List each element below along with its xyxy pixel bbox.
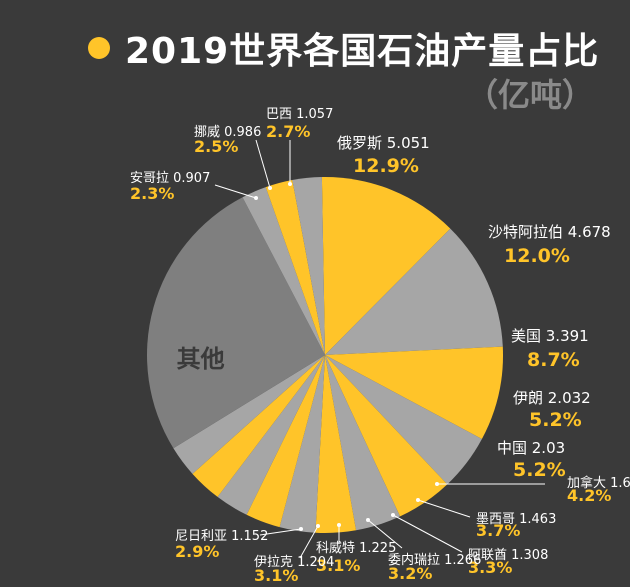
slice-pct-加拿大: 4.2% bbox=[567, 486, 611, 505]
pie-slice-墨西哥 bbox=[315, 355, 357, 533]
leader-line-尼日利亚 bbox=[259, 528, 302, 536]
slice-label-伊拉克: 伊拉克 1.204 bbox=[254, 555, 334, 570]
leader-line-阿联酋 bbox=[392, 514, 463, 553]
leader-dot-尼日利亚 bbox=[299, 527, 303, 531]
leader-line-墨西哥 bbox=[417, 499, 471, 518]
leader-dot-科威特 bbox=[337, 523, 341, 527]
slice-label-委内瑞拉: 委内瑞拉 1.266 bbox=[388, 552, 481, 568]
slice-pct-委内瑞拉: 3.2% bbox=[388, 564, 432, 583]
slice-label-墨西哥: 墨西哥 1.463 bbox=[476, 512, 556, 527]
pie-slice-伊拉克 bbox=[192, 355, 325, 497]
slice-pct-伊拉克: 3.1% bbox=[254, 566, 298, 585]
slice-pct-巴西: 2.7% bbox=[266, 122, 310, 141]
pie-slice-尼日利亚 bbox=[173, 355, 325, 474]
slice-label-加拿大: 加拿大 1.628 bbox=[567, 475, 630, 491]
leader-dot-安哥拉 bbox=[254, 196, 258, 200]
slice-label-科威特: 科威特 1.225 bbox=[316, 541, 396, 556]
slice-label-中国: 中国 2.03 bbox=[497, 439, 565, 457]
pie-slice-美国 bbox=[325, 346, 503, 440]
slice-pct-中国: 5.2% bbox=[513, 459, 566, 481]
slice-pct-俄罗斯: 12.9% bbox=[353, 155, 419, 177]
pie-slice-科威特 bbox=[217, 355, 325, 515]
pie-slice-加拿大 bbox=[325, 355, 401, 531]
slice-label-other: 其他 bbox=[177, 345, 225, 373]
slice-label-安哥拉: 安哥拉 0.907 bbox=[130, 171, 210, 186]
pie-slice-委内瑞拉 bbox=[246, 355, 325, 528]
slice-label-美国: 美国 3.391 bbox=[511, 327, 589, 345]
slice-pct-尼日利亚: 2.9% bbox=[175, 542, 219, 561]
pie-slice-中国 bbox=[325, 355, 448, 517]
pie-slice-伊朗 bbox=[325, 355, 482, 485]
leader-dot-加拿大 bbox=[435, 482, 439, 486]
leader-dot-墨西哥 bbox=[416, 498, 420, 502]
slice-pct-美国: 8.7% bbox=[527, 349, 580, 371]
slice-pct-墨西哥: 3.7% bbox=[476, 521, 520, 540]
title-bullet-icon bbox=[88, 37, 110, 59]
slice-pct-安哥拉: 2.3% bbox=[130, 184, 174, 203]
slice-label-巴西: 巴西 1.057 bbox=[266, 107, 333, 122]
chart-unit: （亿吨） bbox=[466, 76, 595, 114]
pie-slice-巴西 bbox=[292, 177, 325, 355]
slice-pct-科威特: 3.1% bbox=[316, 556, 360, 575]
leader-dot-巴西 bbox=[288, 182, 292, 186]
slice-pct-阿联酋: 3.3% bbox=[468, 558, 512, 577]
slice-label-尼日利亚: 尼日利亚 1.152 bbox=[175, 529, 268, 544]
slice-label-俄罗斯: 俄罗斯 5.051 bbox=[337, 134, 430, 152]
leader-line-挪威 bbox=[255, 139, 271, 189]
slice-label-挪威: 挪威 0.986 bbox=[194, 125, 261, 140]
chart-title: 2019世界各国石油产量占比 bbox=[125, 31, 600, 72]
pie-slice-挪威 bbox=[265, 180, 325, 355]
leader-dot-伊拉克 bbox=[316, 524, 320, 528]
pie-slice-阿联酋 bbox=[279, 355, 325, 533]
slice-label-沙特阿拉伯: 沙特阿拉伯 4.678 bbox=[488, 223, 611, 241]
leader-line-安哥拉 bbox=[214, 184, 257, 199]
leader-line-委内瑞拉 bbox=[367, 519, 403, 549]
slice-label-伊朗: 伊朗 2.032 bbox=[513, 389, 591, 407]
pie-slice-其他 bbox=[147, 197, 325, 449]
pie-slice-安哥拉 bbox=[242, 187, 325, 355]
leader-dot-阿联酋 bbox=[391, 513, 395, 517]
leader-dot-挪威 bbox=[268, 186, 272, 190]
leader-line-伊拉克 bbox=[299, 525, 319, 559]
slice-label-阿联酋: 阿联酋 1.308 bbox=[468, 547, 548, 563]
pie-slice-俄罗斯 bbox=[321, 177, 451, 355]
slice-pct-挪威: 2.5% bbox=[194, 137, 238, 156]
leader-dot-委内瑞拉 bbox=[366, 518, 370, 522]
pie-slice-沙特阿拉伯 bbox=[325, 228, 503, 355]
slice-pct-伊朗: 5.2% bbox=[529, 409, 582, 431]
slice-pct-沙特阿拉伯: 12.0% bbox=[504, 245, 570, 267]
